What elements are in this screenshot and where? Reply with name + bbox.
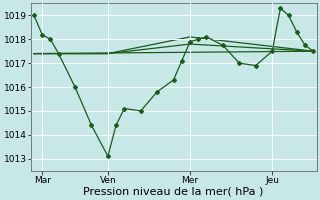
X-axis label: Pression niveau de la mer( hPa ): Pression niveau de la mer( hPa ) bbox=[84, 187, 264, 197]
